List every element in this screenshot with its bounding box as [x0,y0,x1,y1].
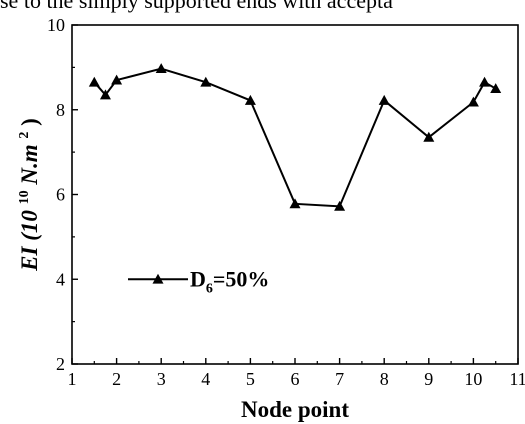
cropped-caption-text: se to the simply supported ends with acc… [0,0,393,13]
plot-frame [71,24,519,365]
y-tick-label: 6 [56,185,65,205]
y-axis-title-unit-exponent: 2 [17,132,32,139]
series-group [88,63,502,211]
series-line [93,67,497,208]
data-point-marker [423,131,435,142]
y-tick-label: 10 [47,15,65,35]
data-point-marker [467,96,479,107]
x-axis-title: Node point [241,397,349,422]
data-point-marker [289,198,301,209]
x-tick-label: 11 [509,369,525,389]
y-tick-label: 2 [56,354,65,374]
data-point-marker [88,76,100,87]
data-point-marker [378,94,390,105]
x-tick-label: 7 [335,369,344,389]
y-axis-title: EI (10 10 N.m 2 ) [8,118,42,272]
x-tick-label: 4 [201,369,210,389]
x-tick-label: 8 [380,369,389,389]
x-tick-label: 10 [464,369,482,389]
data-point-marker [111,74,123,85]
x-tick-label: 2 [112,369,121,389]
x-tick-label: 9 [424,369,433,389]
data-point-marker [490,83,502,93]
x-tick-label: 5 [246,369,255,389]
x-tick-label: 3 [157,369,166,389]
data-point-marker [200,76,212,87]
y-axis-title-exponent: 10 [17,190,32,204]
legend-label-rest: =50% [213,266,270,291]
data-point-marker [99,89,111,100]
legend-label-subscript: 6 [206,281,213,296]
legend-label: D6=50% [190,266,269,296]
legend-label-main: D [190,266,206,291]
legend-marker [152,273,164,284]
y-axis-title-unit: N.m [17,144,42,185]
x-tick-label: 1 [68,369,77,389]
axes-frame [71,24,519,365]
legend: D6=50% [128,266,269,296]
data-point-marker [155,63,167,74]
y-tick-label: 8 [56,100,65,120]
y-axis-title-main: EI (10 [17,210,42,272]
data-point-marker [479,76,491,87]
data-point-marker [334,200,346,211]
data-point-marker [244,94,256,105]
y-tick-label: 4 [56,269,65,289]
y-axis-title-close: ) [17,118,42,126]
x-tick-label: 6 [291,369,300,389]
